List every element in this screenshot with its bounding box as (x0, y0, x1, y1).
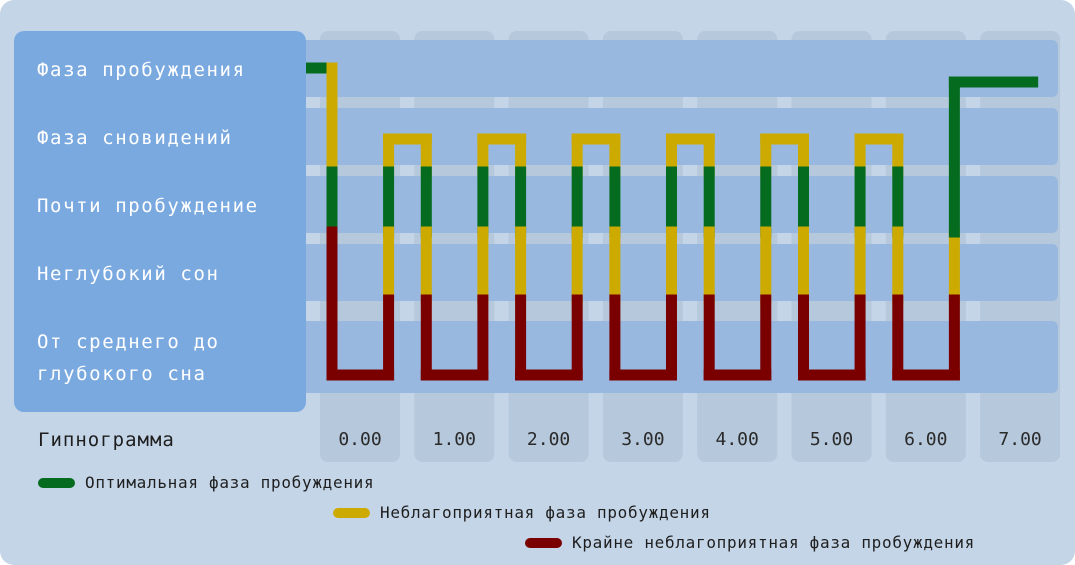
level-label-wake: Фаза пробуждения (37, 59, 246, 81)
level-label-rem: Фаза сновидений (37, 127, 233, 149)
legend-item-very-unfavorable: Крайне неблагоприятная фаза пробуждения (525, 533, 975, 552)
chart-title: Гипнограмма (38, 429, 175, 451)
legend-item-unfavorable: Неблагоприятная фаза пробуждения (333, 503, 711, 522)
level-band-4 (300, 321, 1058, 393)
x-tick-label-7: 7.00 (998, 429, 1042, 450)
level-band-2 (300, 176, 1058, 233)
x-tick-label-6: 6.00 (904, 429, 948, 450)
x-tick-label-4: 4.00 (715, 429, 759, 450)
level-band-0 (300, 40, 1058, 97)
level-label-panel: Фаза пробуждения Фаза сновидений Почти п… (14, 31, 306, 412)
legend-label-very-unfavorable: Крайне неблагоприятная фаза пробуждения (572, 533, 975, 552)
x-tick-label-5: 5.00 (809, 429, 854, 450)
level-band-3 (300, 244, 1058, 301)
level-label-deep-sleep: От среднего до глубокого сна (37, 331, 220, 385)
legend-swatch-unfavorable (333, 507, 370, 518)
legend-item-optimal: Оптимальная фаза пробуждения (38, 473, 374, 492)
level-label-near-wake: Почти пробуждение (37, 195, 259, 217)
x-tick-label-1: 1.00 (432, 429, 476, 450)
legend-label-optimal: Оптимальная фаза пробуждения (85, 473, 375, 492)
x-tick-label-2: 2.00 (526, 429, 571, 450)
legend-swatch-optimal (38, 477, 75, 488)
legend-label-unfavorable: Неблагоприятная фаза пробуждения (380, 503, 711, 522)
x-tick-label-3: 3.00 (621, 429, 665, 450)
level-label-light-sleep: Неглубокий сон (37, 263, 220, 285)
legend-swatch-very-unfavorable (525, 537, 562, 548)
x-tick-label-0: 0.00 (338, 429, 382, 450)
